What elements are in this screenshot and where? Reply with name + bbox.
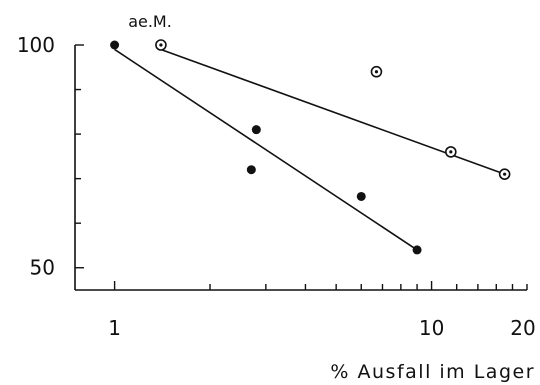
- x-tick-label: 10: [419, 316, 444, 340]
- data-point: [251, 125, 261, 135]
- ring-center-dot: [159, 43, 163, 47]
- data-point: [498, 168, 511, 180]
- data-point: [246, 165, 256, 175]
- trend-line-1: [114, 48, 418, 251]
- data-point: [356, 191, 366, 201]
- data-point: [445, 146, 457, 158]
- data-point: [155, 39, 167, 51]
- x-tick-label: 20: [510, 316, 535, 340]
- ring-center-dot: [374, 70, 379, 74]
- y-tick-label: 50: [30, 256, 55, 280]
- data-point: [412, 245, 422, 255]
- ring-center-dot: [449, 150, 453, 154]
- ring-center-dot: [503, 172, 507, 176]
- y-tick-label: 100: [17, 33, 55, 57]
- data-point: [110, 40, 120, 50]
- y-axis-label: ae.M.: [128, 12, 172, 31]
- data-point: [370, 65, 383, 78]
- x-axis-label: % Ausfall im Lager: [330, 361, 535, 383]
- x-tick-label: 1: [108, 316, 121, 340]
